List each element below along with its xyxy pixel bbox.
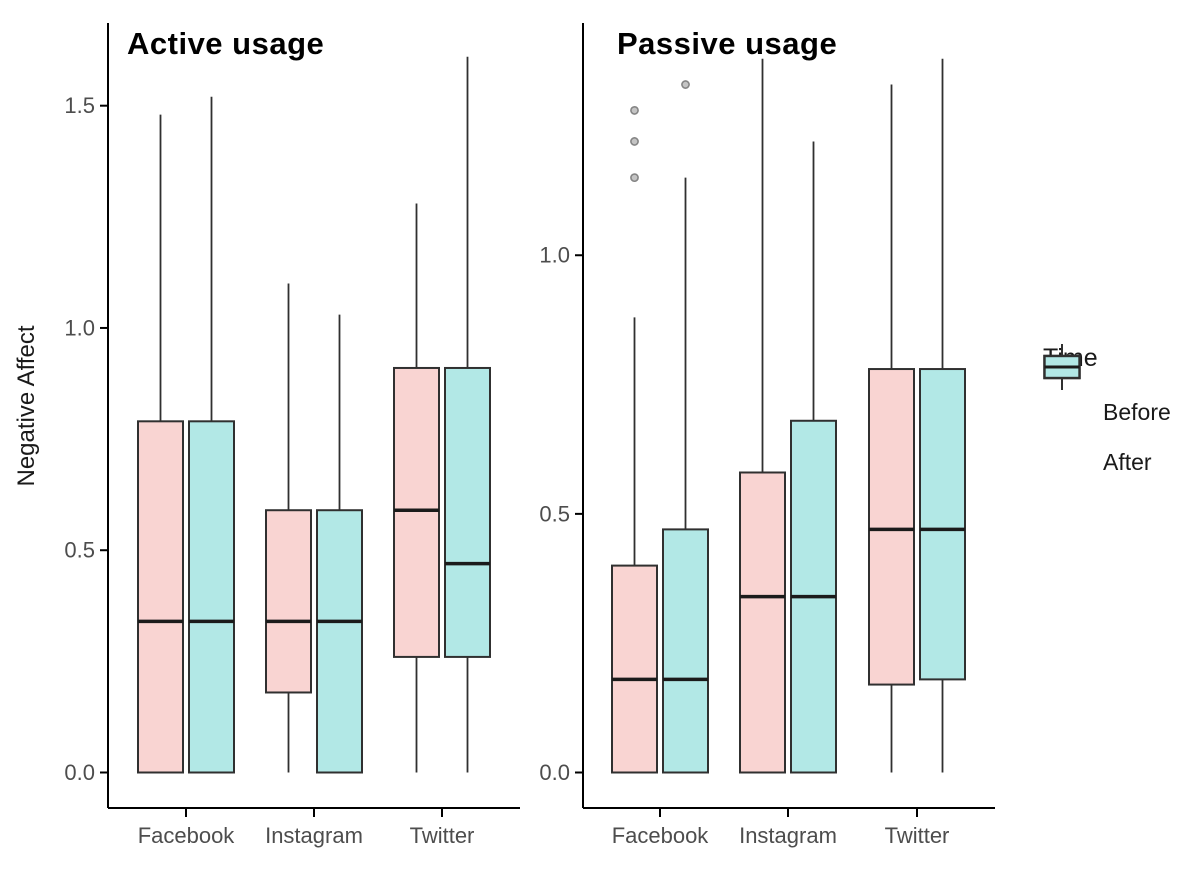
- legend-entry-before: Before: [1043, 344, 1193, 437]
- y-tick-label: 1.0: [64, 315, 95, 340]
- y-tick-label: 1.5: [64, 93, 95, 118]
- legend-label-after: After: [1103, 448, 1152, 475]
- box-passive-facebook-before: [611, 564, 658, 774]
- legend-entry-after: After: [1043, 344, 1193, 487]
- panel-title-passive-usage: Passive usage: [617, 26, 838, 61]
- y-tick-label: 0.0: [64, 760, 95, 785]
- box-active-facebook-before: [137, 420, 184, 774]
- outlier-point-passive-facebook-before: [630, 173, 639, 183]
- box-passive-twitter-before: [868, 368, 915, 686]
- boxplot-key-after-icon: [1043, 344, 1081, 485]
- outlier-point-passive-facebook-after: [681, 80, 690, 89]
- outlier-point-passive-facebook-before: [630, 106, 639, 115]
- x-tick-label-instagram: Instagram: [739, 823, 837, 848]
- x-tick-label-facebook: Facebook: [612, 823, 710, 848]
- box-active-twitter-after: [444, 366, 491, 658]
- box-passive-facebook-after: [662, 528, 709, 774]
- y-tick-label: 0.5: [539, 501, 570, 526]
- boxplot-key-before-icon: [1043, 344, 1081, 435]
- box-active-twitter-before: [393, 366, 440, 658]
- y-tick-label: 0.5: [64, 538, 95, 563]
- y-tick-label: 0.0: [539, 760, 570, 785]
- y-axis-title: Negative Affect: [13, 325, 40, 487]
- box-active-facebook-after: [188, 420, 235, 774]
- box-passive-instagram-before: [739, 471, 786, 774]
- x-tick-label-facebook: Facebook: [138, 823, 236, 848]
- box-passive-twitter-after: [919, 368, 966, 681]
- box-active-instagram-before: [265, 509, 312, 694]
- outlier-point-passive-facebook-before: [630, 137, 639, 146]
- box-active-instagram-after: [316, 509, 363, 774]
- x-tick-label-twitter: Twitter: [885, 823, 950, 848]
- y-tick-label: 1.0: [539, 243, 570, 268]
- x-tick-label-instagram: Instagram: [265, 823, 363, 848]
- x-tick-label-twitter: Twitter: [410, 823, 475, 848]
- legend-label-before: Before: [1103, 398, 1171, 425]
- panel-title-active-usage: Active usage: [127, 26, 325, 61]
- legend: Time Before After: [1043, 344, 1193, 487]
